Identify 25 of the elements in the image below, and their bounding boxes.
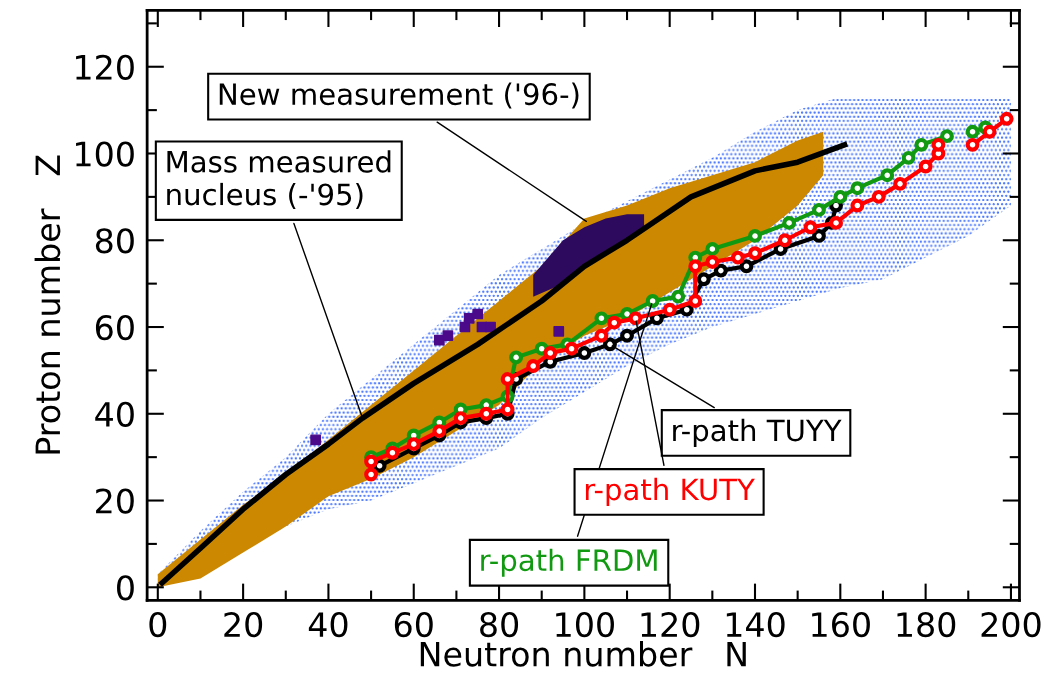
x-tick-label: 60 [394,612,433,638]
y-tick-label: 80 [95,228,134,254]
x-tick-label: 100 [556,612,614,638]
annotation: New measurement ('96-) [219,82,579,109]
x-tick-label: 160 [812,612,870,638]
annotation: Mass measured nucleus (-'95) [167,150,391,209]
x-axis-title: Neutron number N [420,640,746,667]
x-tick-label: 140 [726,612,785,638]
text: r-path FRDM [481,548,657,577]
x-tick-label: 120 [641,612,700,638]
x-tick-label: 40 [308,612,348,638]
x-tick-label: 0 [149,612,167,638]
y-axis-title: Proton number Z [34,155,61,454]
y-tick-label: 60 [95,314,134,341]
y-tick-label: 20 [96,488,134,514]
y-tick-label: 120 [76,54,134,80]
x-tick-label: 80 [480,612,519,638]
y-tick-label: 40 [95,401,134,427]
x-tick-label: 180 [897,612,956,638]
y-tick-label: 100 [76,141,134,167]
text: r-path KUTY [585,477,755,507]
legend-label: r-path TUYY [673,418,842,448]
x-tick-label: 20 [224,612,263,638]
y-tick-label: 0 [117,575,134,601]
x-tick-label: 200 [981,612,1041,638]
